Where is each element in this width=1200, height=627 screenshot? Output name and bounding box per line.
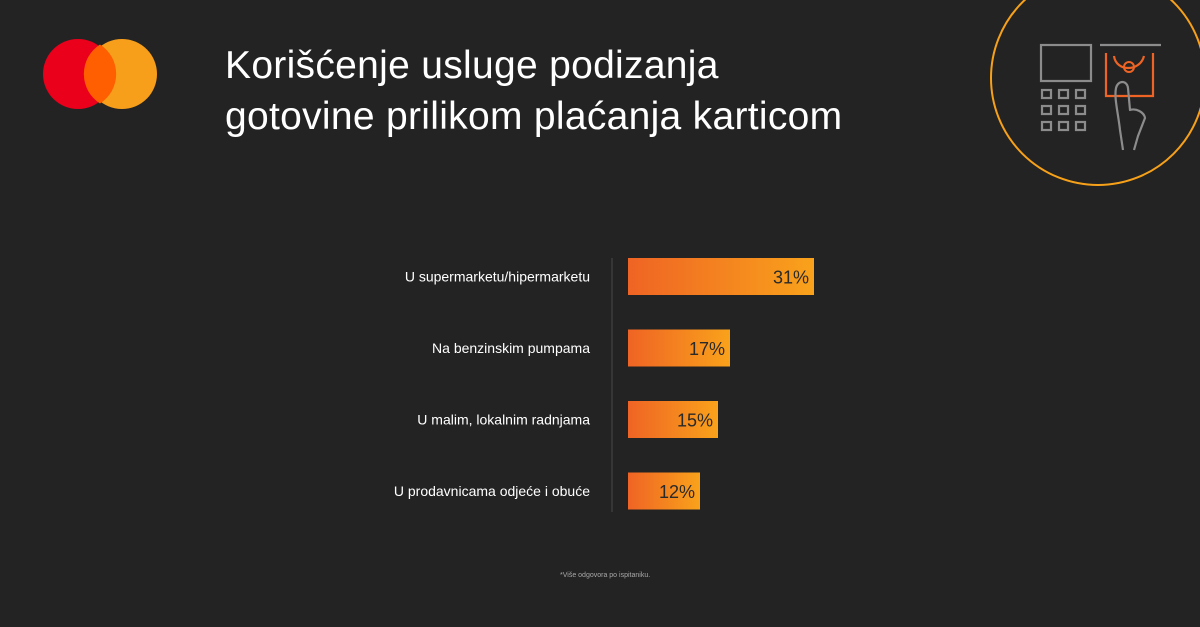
value-label: 12% bbox=[659, 482, 695, 502]
category-label: U prodavnicama odjeće i obuće bbox=[394, 483, 590, 499]
category-label: U malim, lokalnim radnjama bbox=[417, 412, 590, 428]
category-label: Na benzinskim pumpama bbox=[432, 340, 590, 356]
bar bbox=[628, 401, 718, 438]
finger-icon bbox=[1114, 80, 1147, 151]
mastercard-logo bbox=[43, 39, 157, 109]
keypad-icon bbox=[1039, 43, 1093, 132]
page-title: Korišćenje usluge podizanja gotovine pri… bbox=[225, 40, 985, 142]
bar bbox=[628, 472, 700, 510]
bar bbox=[628, 329, 730, 367]
bar bbox=[628, 258, 814, 295]
pos-terminal-cashback-icon bbox=[990, 0, 1200, 186]
title-line-2: gotovine prilikom plaćanja karticom bbox=[225, 95, 843, 138]
footnote: *Više odgovora po ispitaniku. bbox=[560, 572, 651, 579]
bars-layer: U supermarketu/hipermarketu 31% Na benzins… bbox=[394, 258, 814, 510]
deco-circle-outline bbox=[990, 0, 1200, 186]
category-label: U supermarketu/hipermarketu bbox=[405, 269, 590, 285]
title-line-1: Korišćenje usluge podizanja bbox=[225, 44, 719, 87]
logo-overlap bbox=[83, 44, 117, 104]
value-label: 31% bbox=[773, 268, 809, 288]
value-label: 17% bbox=[689, 339, 725, 359]
value-label: 15% bbox=[677, 411, 713, 431]
